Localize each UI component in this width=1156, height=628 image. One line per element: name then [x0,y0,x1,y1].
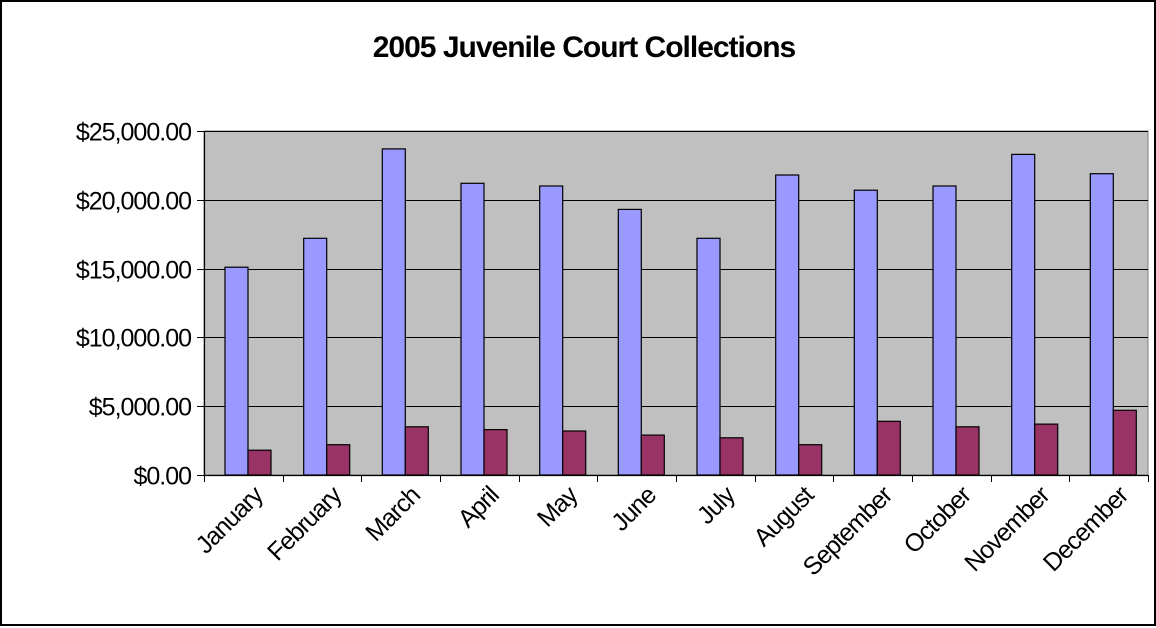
x-tick-label: October [899,481,977,559]
bar-series-2 [719,437,744,476]
bar-series-1 [853,189,878,476]
bar-series-2 [562,430,587,476]
bar-series-1 [460,182,485,476]
y-tick-label: $10,000.00 [76,325,191,353]
bar-series-1 [224,266,249,476]
plot-background [203,130,1149,476]
bar-series-1 [381,148,406,476]
bar-series-2 [955,426,980,476]
bar-series-2 [1112,409,1137,476]
bar-series-2 [640,434,665,476]
y-tick-label: $0.00 [133,463,191,491]
bar-series-1 [617,208,642,476]
x-tick-label: November [959,481,1055,577]
bar-series-1 [932,185,957,476]
bar-series-2 [1034,423,1059,476]
x-tick-label: December [1038,481,1134,577]
x-tick-label: May [532,480,584,532]
x-tick-label: June [606,481,661,536]
y-tick-label: $5,000.00 [89,394,191,422]
bar-series-2 [247,449,272,476]
y-tick-label: $25,000.00 [76,119,191,147]
bar-series-2 [404,426,429,476]
bar-series-1 [775,174,800,476]
x-tick-label: July [692,480,741,529]
bar-series-1 [696,237,721,476]
bar-series-2 [483,429,508,476]
chart-title: 2005 Juvenile Court Collections [373,31,796,64]
bar-series-2 [876,420,901,476]
bar-series-1 [303,237,328,476]
bar-series-2 [798,444,823,476]
x-tick-label: April [453,481,505,533]
bar-series-1 [539,185,564,476]
bar-series-1 [1011,153,1036,476]
x-tick-label: February [262,480,348,566]
y-tick-label: $15,000.00 [76,257,191,285]
plot-area: $0.00 $5,000.00 $10,000.00 $15,000.00 $20,00… [76,119,1149,581]
x-tick-label: March [360,481,425,546]
y-tick-label: $20,000.00 [76,188,191,216]
bar-series-2 [326,444,351,476]
x-tick-label: January [190,480,269,559]
x-tick-label: August [748,481,819,552]
bar-series-1 [1089,173,1114,476]
